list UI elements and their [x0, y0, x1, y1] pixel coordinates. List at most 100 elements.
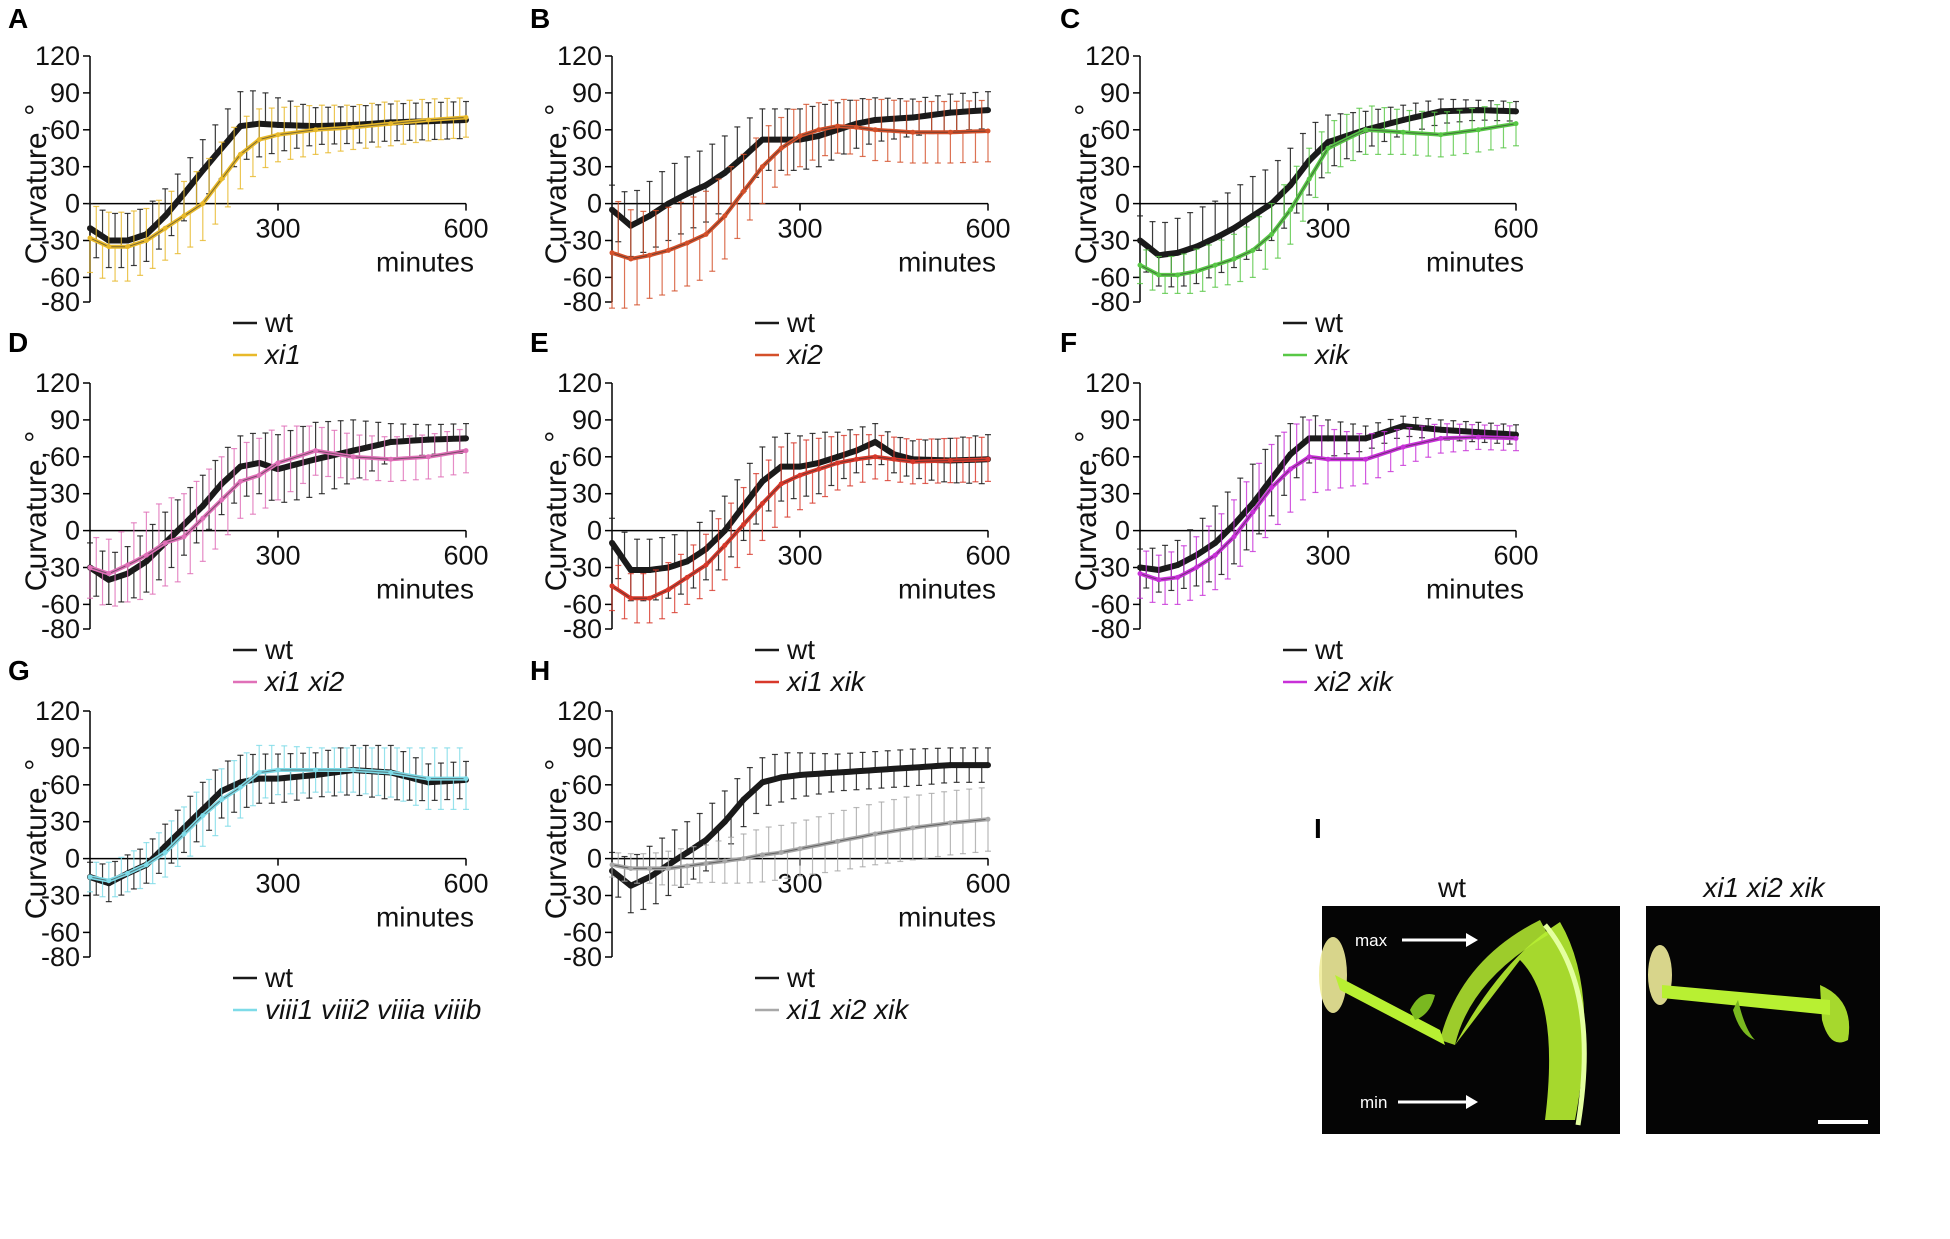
y-tick-label: -60: [41, 262, 80, 292]
data-point: [797, 472, 803, 478]
data-point: [1475, 429, 1482, 436]
data-point: [815, 132, 822, 139]
data-point: [1325, 456, 1331, 462]
data-point: [312, 123, 319, 130]
y-tick-label: -80: [563, 287, 602, 317]
panel-letter-e: E: [530, 327, 549, 358]
y-tick-label: 0: [587, 516, 602, 546]
data-point: [684, 240, 690, 246]
legend-label: xi1 xi2 xik: [785, 994, 910, 1025]
data-point: [797, 846, 803, 852]
y-tick-label: 120: [1085, 41, 1130, 71]
data-point: [797, 463, 803, 470]
y-tick-label: 0: [587, 189, 602, 219]
data-point: [703, 182, 709, 189]
data-point: [181, 534, 187, 540]
y-tick-label: -60: [563, 917, 602, 947]
y-tick-label: 120: [35, 368, 80, 398]
data-point: [628, 595, 634, 601]
data-point: [609, 250, 615, 256]
data-point: [1193, 243, 1200, 250]
y-tick-label: -80: [41, 614, 80, 644]
x-tick-label: 300: [255, 214, 300, 244]
data-point: [200, 201, 206, 207]
data-point: [853, 456, 859, 462]
data-point: [275, 121, 281, 128]
data-point: [665, 247, 671, 253]
y-tick-label: 30: [1100, 152, 1130, 182]
hypocotyl-shape: [1335, 975, 1445, 1045]
data-point: [985, 107, 991, 114]
y-tick-label: 0: [587, 844, 602, 874]
data-point: [199, 167, 206, 174]
y-tick-label: 60: [50, 770, 80, 800]
legend-label: wt: [786, 962, 815, 993]
data-point: [1400, 444, 1406, 450]
y-tick-label: 60: [50, 442, 80, 472]
data-point: [759, 164, 765, 170]
data-point: [199, 806, 206, 813]
data-point: [1175, 574, 1181, 580]
data-point: [463, 435, 469, 442]
y-tick-label: 0: [65, 844, 80, 874]
x-tick-label: 600: [965, 214, 1010, 244]
data-point: [1137, 564, 1143, 571]
max-label: max: [1355, 931, 1388, 950]
y-tick-label: 90: [572, 78, 602, 108]
data-point: [834, 769, 841, 776]
y-tick-label: -60: [1091, 589, 1130, 619]
x-tick-label: 600: [443, 869, 488, 899]
series-xik: [1137, 101, 1519, 294]
x-tick-label: 600: [443, 214, 488, 244]
panel-letter-d: D: [8, 327, 28, 358]
y-tick-label: -80: [41, 942, 80, 972]
y-tick-label: 120: [557, 368, 602, 398]
data-point: [759, 136, 766, 143]
curvature-edge-shape: [1543, 923, 1587, 1126]
data-point: [1475, 107, 1482, 114]
data-point: [313, 767, 319, 773]
y-tick-label: 60: [572, 442, 602, 472]
data-point: [162, 843, 169, 850]
data-point: [740, 796, 747, 803]
data-point: [1269, 485, 1275, 491]
data-point: [200, 515, 206, 521]
x-tick-label: 300: [777, 541, 822, 571]
data-point: [703, 837, 709, 844]
y-tick-label: 30: [572, 479, 602, 509]
data-point: [703, 562, 709, 568]
data-point: [721, 818, 728, 825]
data-point: [219, 176, 225, 182]
series-xi2: [609, 98, 991, 309]
y-tick-label: 30: [1100, 479, 1130, 509]
data-point: [835, 838, 841, 844]
data-point: [647, 252, 653, 258]
y-tick-label: 0: [1115, 516, 1130, 546]
cotyledon-shape: [1319, 937, 1347, 1013]
data-point: [87, 235, 93, 241]
legend-label: wt: [264, 634, 293, 665]
y-tick-label: 90: [50, 78, 80, 108]
data-point: [910, 459, 916, 465]
data-point: [1437, 108, 1444, 115]
data-point: [609, 539, 615, 546]
data-point: [872, 831, 878, 837]
x-tick-label: 300: [1305, 541, 1350, 571]
data-point: [200, 813, 206, 819]
data-point: [387, 439, 394, 446]
curvature-fan-shape: [1455, 922, 1585, 1120]
x-axis-title: minutes: [376, 902, 474, 933]
data-point: [1137, 262, 1143, 268]
data-point: [778, 774, 785, 781]
photo-wt: max min: [1319, 906, 1620, 1134]
x-tick-label: 300: [1305, 214, 1350, 244]
data-point: [162, 849, 168, 855]
data-point: [722, 542, 728, 548]
data-point: [1437, 426, 1444, 433]
y-tick-label: 60: [1100, 442, 1130, 472]
data-point: [891, 456, 897, 462]
data-point: [853, 124, 859, 130]
data-point: [684, 863, 690, 869]
y-tick-label: 120: [557, 41, 602, 71]
